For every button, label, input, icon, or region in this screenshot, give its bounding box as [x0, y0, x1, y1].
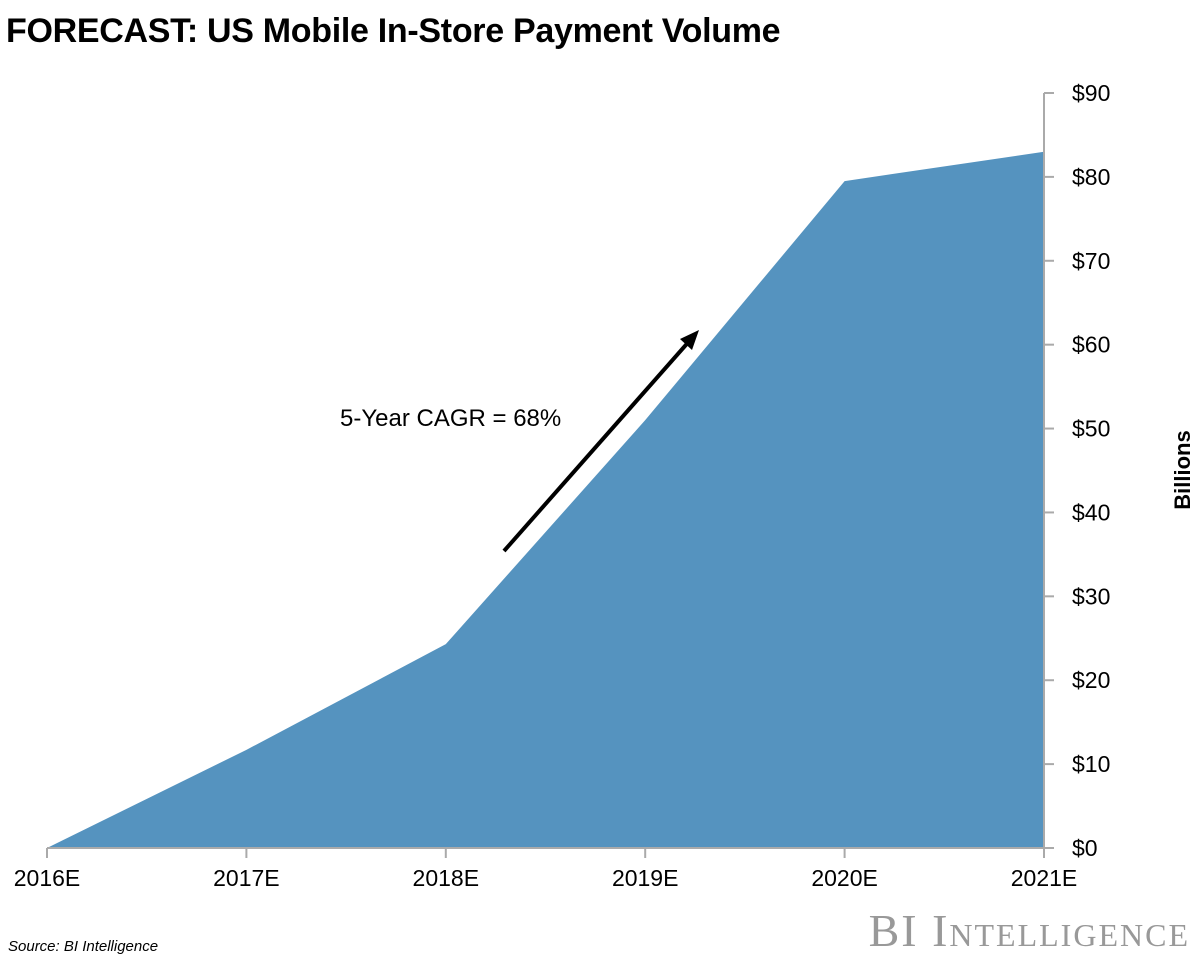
y-tick-label: $10 [1072, 751, 1110, 777]
chart-title: FORECAST: US Mobile In-Store Payment Vol… [6, 12, 781, 50]
x-tick-label: 2018E [413, 865, 480, 891]
y-tick-label: $50 [1072, 416, 1110, 442]
y-tick-label: $40 [1072, 499, 1110, 525]
y-tick-label: $30 [1072, 583, 1110, 609]
cagr-arrow [502, 330, 699, 553]
y-tick-label: $80 [1072, 164, 1110, 190]
bi-intelligence-logo: BI Intelligence [868, 905, 1190, 956]
x-tick-label: 2021E [1011, 865, 1078, 891]
x-tick-label: 2016E [14, 865, 81, 891]
x-tick-label: 2020E [811, 865, 878, 891]
y-tick-label: $60 [1072, 332, 1110, 358]
x-tick-label: 2017E [213, 865, 280, 891]
area-series [47, 151, 1044, 848]
source-note: Source: BI Intelligence [8, 938, 159, 955]
y-tick-label: $20 [1072, 667, 1110, 693]
y-tick-label: $90 [1072, 80, 1110, 106]
x-tick-label: 2019E [612, 865, 679, 891]
cagr-annotation: 5-Year CAGR = 68% [340, 405, 561, 432]
y-tick-label: $0 [1072, 835, 1098, 861]
y-tick-label: $70 [1072, 248, 1110, 274]
y-axis-label: Billions [1170, 430, 1195, 509]
